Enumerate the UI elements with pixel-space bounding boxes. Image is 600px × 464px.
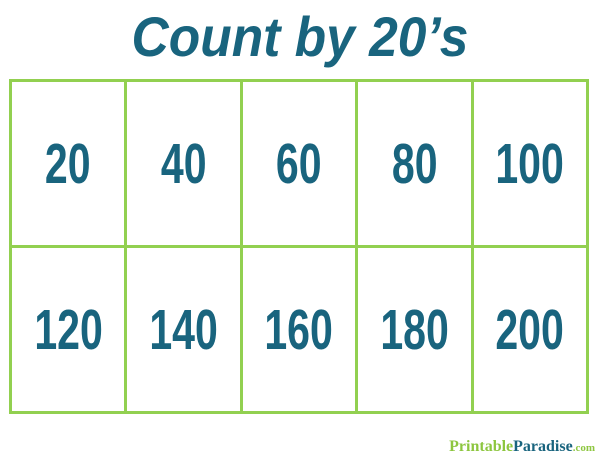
cell-value: 20 [45,131,92,196]
cell-value: 200 [495,297,565,362]
grid-cell: 160 [242,248,356,411]
page-title: Count by 20’s [131,5,469,68]
grid-cell: 80 [358,82,471,245]
brand-printable: Printable [449,438,514,455]
cell-value: 40 [160,131,207,196]
cell-value: 60 [276,131,322,196]
brand-tld: .com [572,442,595,454]
footer-brand: PrintableParadise.com [449,438,595,456]
cell-value: 180 [380,297,449,362]
cell-value: 160 [264,297,334,362]
grid-cell: 120 [12,248,125,411]
cell-value: 100 [495,131,565,196]
cell-value: 120 [33,297,103,362]
cell-value: 140 [149,297,218,362]
cell-value: 80 [391,131,438,196]
grid-cell: 20 [12,82,125,245]
count-grid: 20 40 60 80 100 120 140 160 180 200 [9,79,589,414]
grid-cell: 200 [473,248,586,411]
grid-cell: 140 [127,248,240,411]
grid-cell: 60 [242,82,356,245]
brand-paradise: Paradise [513,438,573,455]
grid-cell: 40 [127,82,240,245]
grid-cell: 100 [473,82,586,245]
grid-cell: 180 [358,248,471,411]
